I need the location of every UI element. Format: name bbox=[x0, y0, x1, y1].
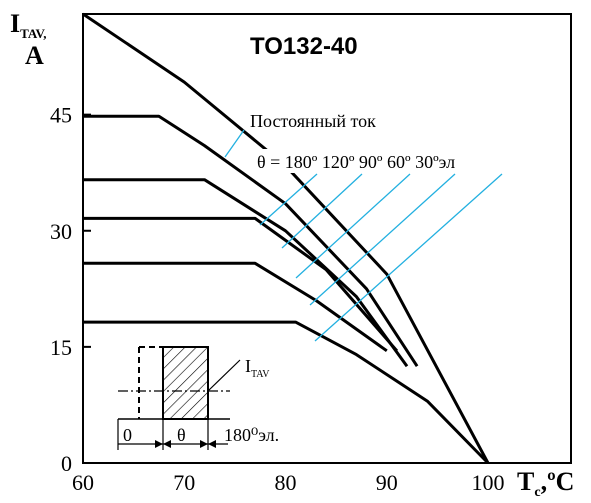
y-axis-label-main: I bbox=[10, 9, 20, 38]
chart-title: TO132-40 bbox=[250, 33, 358, 60]
series-line-4 bbox=[83, 261, 388, 353]
leader-dc bbox=[224, 129, 245, 158]
x-tick-label-0: 60 bbox=[72, 470, 94, 495]
inset-period-label: 180⁰эл. bbox=[224, 425, 279, 445]
x-axis-label-unit: ,ºC bbox=[541, 467, 575, 496]
leader-lines bbox=[224, 129, 503, 342]
conduction-pulse bbox=[162, 346, 209, 420]
x-tick-label-3: 90 bbox=[376, 470, 398, 495]
ticks-layer: 60 70 80 90 100 0 15 30 45 bbox=[50, 103, 505, 495]
arrow-head-2 bbox=[163, 440, 171, 448]
inset-diagram: ITAV 0 θ 180⁰эл. bbox=[104, 341, 284, 455]
y-axis-label: ITAV, bbox=[10, 9, 47, 41]
y-axis-unit: A bbox=[25, 41, 44, 70]
y-tick-label-3: 45 bbox=[50, 103, 72, 128]
y-tick-label-2: 30 bbox=[50, 219, 72, 244]
leader-90 bbox=[295, 173, 411, 279]
y-axis-label-sub: TAV, bbox=[20, 26, 46, 41]
itav-label-main: I bbox=[245, 356, 251, 376]
x-axis-label-sub: c bbox=[534, 485, 540, 500]
x-tick-label-4: 100 bbox=[472, 470, 505, 495]
inset-zero-label: 0 bbox=[123, 425, 132, 445]
x-tick-label-1: 70 bbox=[173, 470, 195, 495]
dc-label: Постоянный ток bbox=[250, 111, 376, 131]
series-line-1 bbox=[83, 114, 419, 368]
x-axis-label: Tc,ºC bbox=[517, 467, 574, 500]
y-tick-label-0: 0 bbox=[61, 451, 72, 476]
plot-frame bbox=[82, 13, 572, 464]
itav-label-sub: TAV bbox=[251, 369, 270, 380]
theta-label-background bbox=[252, 149, 520, 173]
title-background bbox=[244, 31, 386, 61]
leader-120 bbox=[281, 173, 363, 249]
itav-leader bbox=[207, 359, 241, 392]
arrow-head-3 bbox=[200, 440, 208, 448]
series-line-3 bbox=[83, 216, 399, 352]
arrow-head-1 bbox=[155, 440, 163, 448]
leader-180 bbox=[259, 173, 318, 226]
leader-30 bbox=[314, 173, 503, 342]
series-layer bbox=[82, 12, 490, 465]
x-tick-label-2: 80 bbox=[275, 470, 297, 495]
theta-label: θ = 180º 120º 90º 60º 30ºэл bbox=[257, 152, 455, 172]
series-line-5 bbox=[83, 320, 490, 465]
leader-60 bbox=[309, 173, 456, 306]
arrow-head-4 bbox=[208, 440, 216, 448]
y-tick-label-1: 15 bbox=[50, 335, 72, 360]
itav-label: ITAV bbox=[245, 356, 270, 380]
inset-theta-label: θ bbox=[177, 425, 186, 445]
x-axis-label-main: T bbox=[517, 467, 534, 496]
series-line-2 bbox=[83, 178, 409, 368]
